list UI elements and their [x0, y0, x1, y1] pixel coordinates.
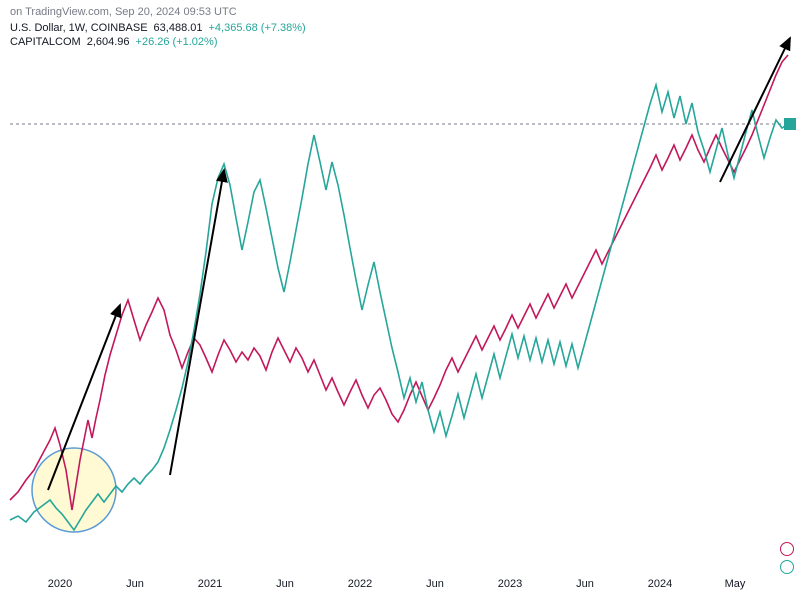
series-line-series-a [10, 55, 788, 510]
chart-area[interactable] [0, 0, 800, 600]
trend-arrow-2 [720, 38, 790, 182]
x-axis-label: 2023 [498, 578, 522, 590]
x-axis-label: 2020 [48, 578, 72, 590]
chart-svg [0, 0, 800, 600]
x-axis-label: 2021 [198, 578, 222, 590]
highlight-circle [32, 448, 116, 532]
x-axis-label: Jun [426, 578, 444, 590]
x-axis-label: 2022 [348, 578, 372, 590]
badge-series-b [780, 560, 794, 574]
x-axis-label: Jun [126, 578, 144, 590]
x-axis-label: 2024 [648, 578, 672, 590]
trend-arrow-1 [170, 170, 224, 475]
badge-series-a [780, 542, 794, 556]
x-axis-label: Jun [576, 578, 594, 590]
x-axis-label: May [725, 578, 746, 590]
series-badges [780, 542, 794, 574]
x-axis-label: Jun [276, 578, 294, 590]
price-marker [784, 118, 796, 130]
